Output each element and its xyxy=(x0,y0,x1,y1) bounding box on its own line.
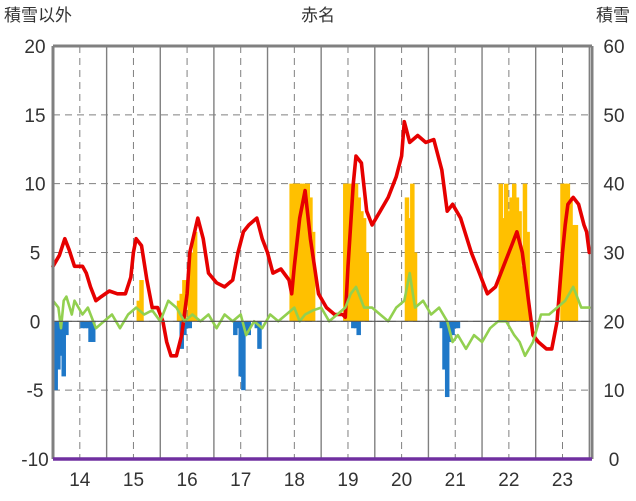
bar-blue xyxy=(351,321,356,329)
bar-orange xyxy=(353,183,359,322)
bar-orange xyxy=(503,183,509,322)
y-left-tick-label: -10 xyxy=(21,450,48,471)
x-tick-label: 21 xyxy=(445,470,466,491)
y-left-tick-label: 0 xyxy=(30,312,41,333)
bar-orange xyxy=(498,183,504,322)
bar-orange xyxy=(525,231,530,322)
axes xyxy=(51,44,594,461)
bar-orange xyxy=(297,183,302,322)
bar-blue xyxy=(61,321,66,377)
bar-orange xyxy=(407,218,412,322)
bar-orange xyxy=(302,183,308,322)
bar-blue xyxy=(455,321,461,329)
bar-orange xyxy=(573,224,579,322)
x-tick-label: 14 xyxy=(69,470,91,491)
bar-blue xyxy=(444,321,450,398)
bar-blue xyxy=(53,321,58,391)
bar-blue xyxy=(80,321,85,329)
bar-orange xyxy=(570,224,576,322)
bar-blue xyxy=(442,321,447,370)
y-left-tick-label: -5 xyxy=(27,381,44,402)
bar-blue xyxy=(257,321,262,349)
x-tick-label: 17 xyxy=(230,470,251,491)
bar-blue xyxy=(439,321,445,329)
x-tick-label: 18 xyxy=(284,470,305,491)
bar-blue xyxy=(82,321,88,329)
bar-orange xyxy=(289,183,294,322)
bar-blue xyxy=(184,321,190,329)
bar-blue xyxy=(353,321,359,329)
y-right-tick-label: 60 xyxy=(603,37,624,58)
bar-blue xyxy=(452,321,458,329)
bar-orange xyxy=(568,197,573,322)
bar-orange xyxy=(308,197,313,322)
y-left-tick-label: 5 xyxy=(30,244,41,265)
bar-blue xyxy=(450,321,455,336)
bar-orange xyxy=(565,183,571,322)
y-right-tick-label: 50 xyxy=(603,106,624,127)
bar-orange xyxy=(517,211,522,322)
bar-orange xyxy=(514,197,520,322)
bar-orange xyxy=(356,197,361,322)
x-tick-label: 23 xyxy=(552,470,573,491)
bar-blue xyxy=(88,321,93,342)
bar-orange xyxy=(192,231,198,322)
bar-blue xyxy=(187,321,193,329)
bar-blue xyxy=(243,321,249,336)
bar-orange xyxy=(343,183,348,322)
labels: 赤名 積雪以外 積雪 -10 -5 0 5 10 15 20 0 10 20 30 40 50 60 14 1… xyxy=(4,6,630,491)
y-right-axis-label: 積雪 xyxy=(596,6,630,26)
bar-blue xyxy=(241,321,246,391)
series-line-red xyxy=(51,119,592,358)
bar-orange xyxy=(520,266,525,322)
bar-orange xyxy=(179,293,184,322)
bar-orange xyxy=(364,252,369,322)
bar-blue xyxy=(90,321,96,342)
bar-orange xyxy=(412,252,418,322)
y-right-tick-label: 10 xyxy=(603,381,624,402)
bar-orange xyxy=(511,183,517,322)
x-tick-label: 20 xyxy=(391,470,412,491)
bar-orange xyxy=(361,218,367,322)
bar-orange xyxy=(522,183,528,322)
bar-blue xyxy=(238,321,243,377)
x-tick-label: 15 xyxy=(123,470,144,491)
bar-orange xyxy=(506,211,512,322)
bar-blue xyxy=(233,321,238,336)
title: 赤名 xyxy=(301,6,335,26)
bar-blue xyxy=(56,321,61,370)
bar-orange xyxy=(305,183,311,322)
x-tick-label: 22 xyxy=(498,470,519,491)
bar-orange xyxy=(410,183,415,322)
y-right-tick-label: 0 xyxy=(609,450,620,471)
y-left-tick-label: 20 xyxy=(24,37,45,58)
y-right-tick-label: 20 xyxy=(603,312,624,333)
bar-orange xyxy=(187,266,193,322)
bar-orange xyxy=(310,231,316,322)
bar-blue xyxy=(85,321,91,329)
grid xyxy=(53,46,592,459)
bar-orange xyxy=(359,211,364,322)
y-left-tick-label: 10 xyxy=(24,175,45,196)
y-left-axis-label: 積雪以外 xyxy=(4,6,72,26)
bar-blue xyxy=(64,321,69,336)
bar-orange xyxy=(509,197,514,322)
bar-orange xyxy=(562,183,568,322)
bar-orange xyxy=(139,280,144,322)
x-tick-label: 19 xyxy=(337,470,358,491)
bar-blue xyxy=(356,321,361,336)
bar-blue xyxy=(235,321,241,329)
lines xyxy=(51,119,592,358)
series-line-green xyxy=(51,271,591,358)
bar-orange xyxy=(404,197,410,322)
bar-orange xyxy=(351,183,356,322)
y-left-tick-label: 15 xyxy=(24,106,45,127)
bar-orange xyxy=(300,183,305,322)
bar-orange xyxy=(190,252,195,322)
y-right-tick-label: 30 xyxy=(603,244,624,265)
x-tick-label: 16 xyxy=(177,470,198,491)
bar-blue xyxy=(58,321,64,356)
y-right-tick-label: 40 xyxy=(603,175,624,196)
